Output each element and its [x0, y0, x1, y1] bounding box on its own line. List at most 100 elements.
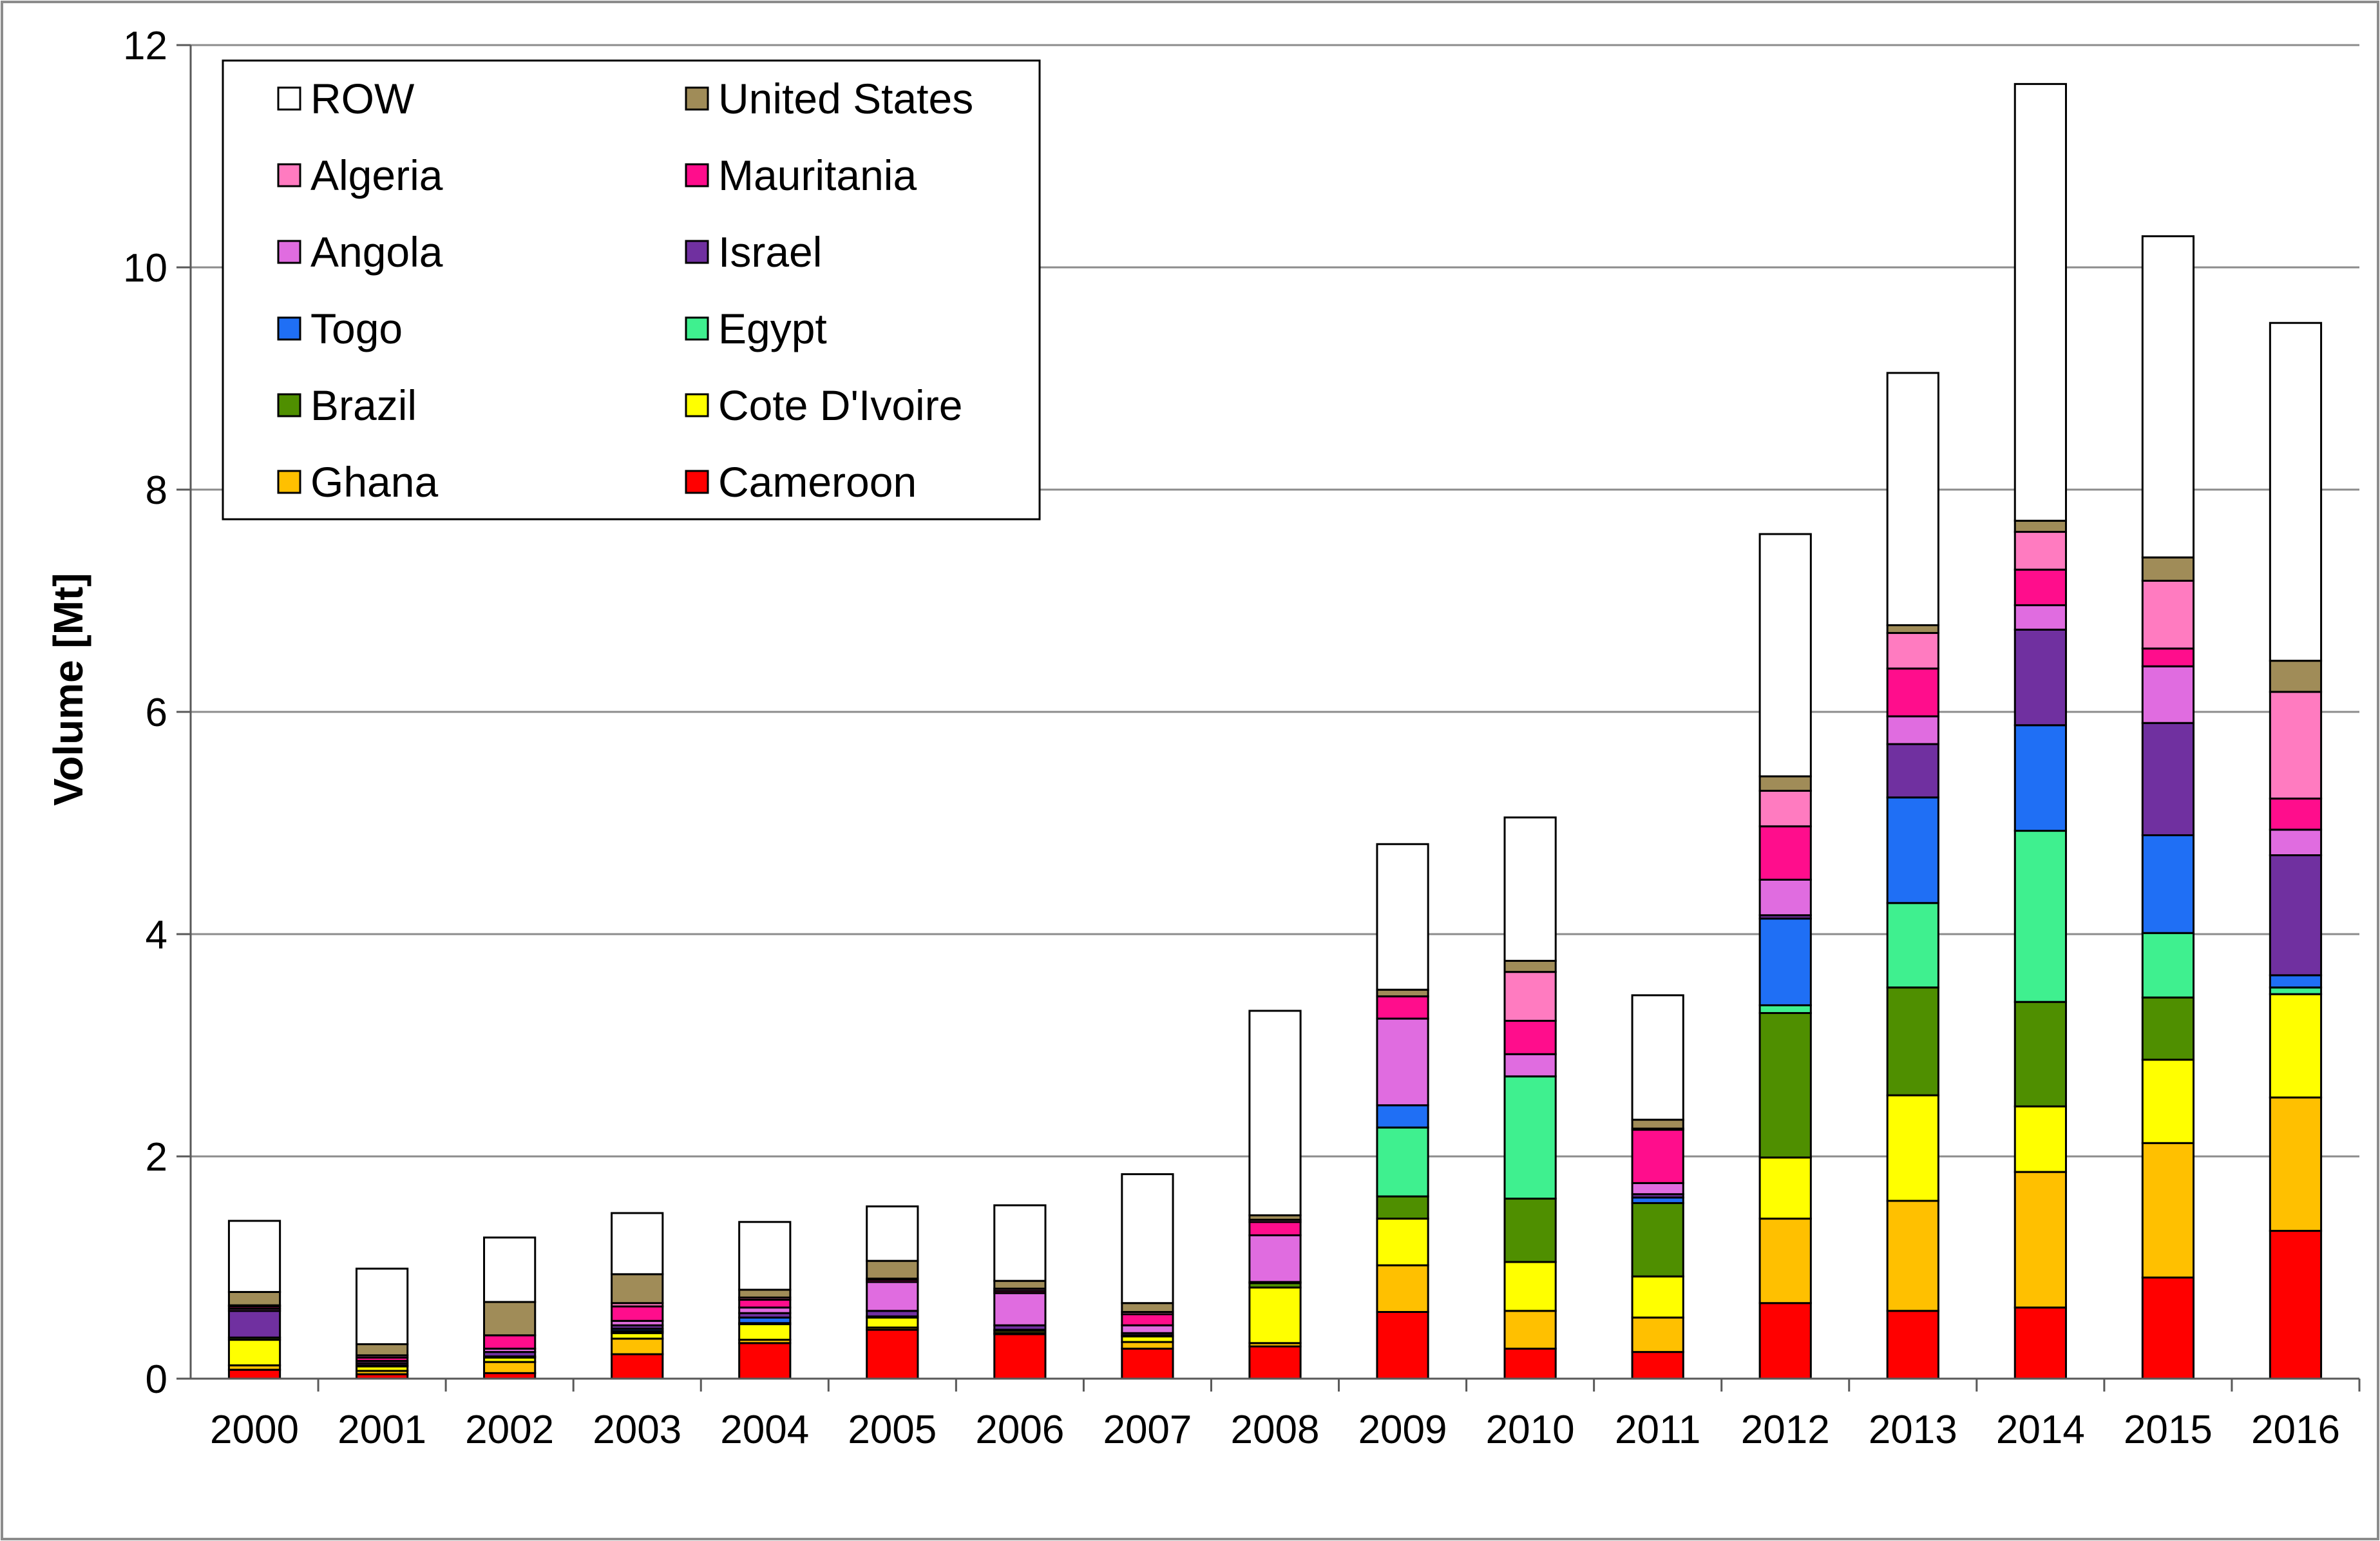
legend-item: Ghana [277, 458, 438, 506]
bar-segment-cameroon [1503, 1347, 1557, 1380]
bar-segment-israel [2141, 722, 2195, 836]
x-tick-label: 2004 [720, 1408, 809, 1452]
bar-segment-mauritania [1631, 1129, 1684, 1184]
bar-segment-row [2269, 321, 2323, 662]
bar-stack [866, 1205, 919, 1380]
legend-item: Mauritania [685, 151, 917, 199]
bar-segment-togo [1758, 917, 1812, 1006]
x-tick-label: 2016 [2251, 1408, 2340, 1452]
bar-segment-mauritania [2013, 568, 2067, 606]
legend-item: ROW [277, 75, 415, 122]
bar-stack [1758, 533, 1812, 1380]
bar-segment-row [1631, 994, 1684, 1121]
bar-segment-algeria [1758, 789, 1812, 828]
bar-stack [1121, 1173, 1174, 1380]
bar-segment-cameroon [1631, 1351, 1684, 1380]
bar-segment-united-states [1758, 775, 1812, 792]
bar-stack [355, 1267, 409, 1380]
bar-segment-row [1886, 372, 1939, 626]
bar-segment-cameroon [1886, 1310, 1939, 1380]
bar-stack [1886, 372, 1939, 1380]
bar-segment-angola [1121, 1324, 1174, 1334]
legend-item: Brazil [277, 381, 417, 429]
bar-segment-cote-d-ivoire [866, 1316, 919, 1329]
bar-segment-united-states [1503, 959, 1557, 973]
axes: 0 2 4 6 8 10 12 2000 2001 2002 2003 2004 2005 2006 200… [123, 24, 2361, 1452]
bar-segment-algeria [2141, 579, 2195, 650]
bar-segment-angola [866, 1281, 919, 1312]
bar-stack [227, 1220, 281, 1380]
bar-segment-angola [1376, 1017, 1429, 1107]
legend-swatch [685, 316, 709, 341]
legend-item: Algeria [277, 151, 443, 199]
bar-segment-israel [2269, 854, 2323, 977]
bar-segment-ghana [2269, 1096, 2323, 1232]
bar-segment-angola [2013, 604, 2067, 631]
bar-segment-togo [2013, 724, 2067, 832]
x-tick-label: 2006 [975, 1408, 1064, 1452]
bar-segment-row [738, 1221, 792, 1291]
bar-stack [483, 1236, 537, 1380]
bar-segment-cote-d-ivoire [227, 1339, 281, 1366]
bar-segment-togo [1886, 796, 1939, 905]
bar-segment-brazil [1503, 1198, 1557, 1263]
bar-stack [611, 1212, 664, 1380]
x-tick-label: 2005 [848, 1408, 937, 1452]
legend-label: ROW [310, 75, 415, 122]
bar-segment-ghana [2013, 1171, 2067, 1309]
bar-segment-united-states [993, 1279, 1047, 1290]
bar-segment-togo [2269, 974, 2323, 989]
bar-segment-united-states [1376, 988, 1429, 998]
bar-segment-row [2013, 82, 2067, 522]
bar-segment-cameroon [2013, 1306, 2067, 1380]
bar-segment-cameroon [1248, 1345, 1302, 1380]
bar-segment-mauritania [1248, 1221, 1302, 1236]
legend-label: United States [718, 75, 973, 122]
bar-segment-angola [1631, 1182, 1684, 1196]
bar-segment-angola [1758, 878, 1812, 917]
bar-segment-ghana [1503, 1310, 1557, 1350]
bar-segment-united-states [355, 1343, 409, 1357]
x-tick-label: 2000 [210, 1408, 299, 1452]
bar-segment-row [1503, 816, 1557, 962]
bar-segment-row [1248, 1010, 1302, 1216]
legend-label: Ghana [310, 458, 438, 506]
legend-label: Cameroon [718, 458, 917, 506]
bar-segment-brazil [1886, 986, 1939, 1096]
y-axis-title: Volume [Mt] [45, 573, 91, 805]
legend-label: Egypt [718, 305, 827, 352]
x-tick-label: 2010 [1486, 1408, 1575, 1452]
bar-segment-cameroon [227, 1368, 281, 1380]
bar-segment-cameroon [1376, 1311, 1429, 1380]
x-tick-label: 2012 [1741, 1408, 1830, 1452]
bar-series [227, 82, 2323, 1380]
bar-stack [2013, 82, 2067, 1380]
bar-segment-algeria [2269, 691, 2323, 800]
legend-swatch [685, 163, 709, 187]
y-tick-label: 0 [146, 1357, 167, 1402]
legend-swatch [277, 163, 301, 187]
bar-stack [738, 1221, 792, 1380]
bar-segment-row [1121, 1173, 1174, 1305]
bar-segment-row [1376, 843, 1429, 991]
y-tick-label: 4 [146, 913, 167, 957]
bar-segment-united-states [738, 1288, 792, 1299]
bar-segment-united-states [611, 1273, 664, 1305]
legend-item: Cameroon [685, 458, 917, 506]
bar-segment-togo [2141, 834, 2195, 934]
legend-swatch [277, 316, 301, 341]
legend-box [222, 59, 1041, 521]
bar-stack [1631, 994, 1684, 1380]
bar-segment-row [483, 1236, 537, 1303]
bar-segment-egypt [2269, 986, 2323, 995]
legend-item: Angola [277, 228, 443, 276]
x-tick-label: 2015 [2124, 1408, 2213, 1452]
bar-segment-mauritania [1376, 995, 1429, 1020]
bar-segment-brazil [1376, 1195, 1429, 1220]
bar-segment-mauritania [2269, 798, 2323, 831]
x-tick-label: 2002 [465, 1408, 554, 1452]
bar-segment-togo [1376, 1104, 1429, 1129]
bar-segment-cote-d-ivoire [1886, 1094, 1939, 1202]
bar-segment-mauritania [1503, 1020, 1557, 1055]
bar-segment-brazil [2013, 1000, 2067, 1107]
